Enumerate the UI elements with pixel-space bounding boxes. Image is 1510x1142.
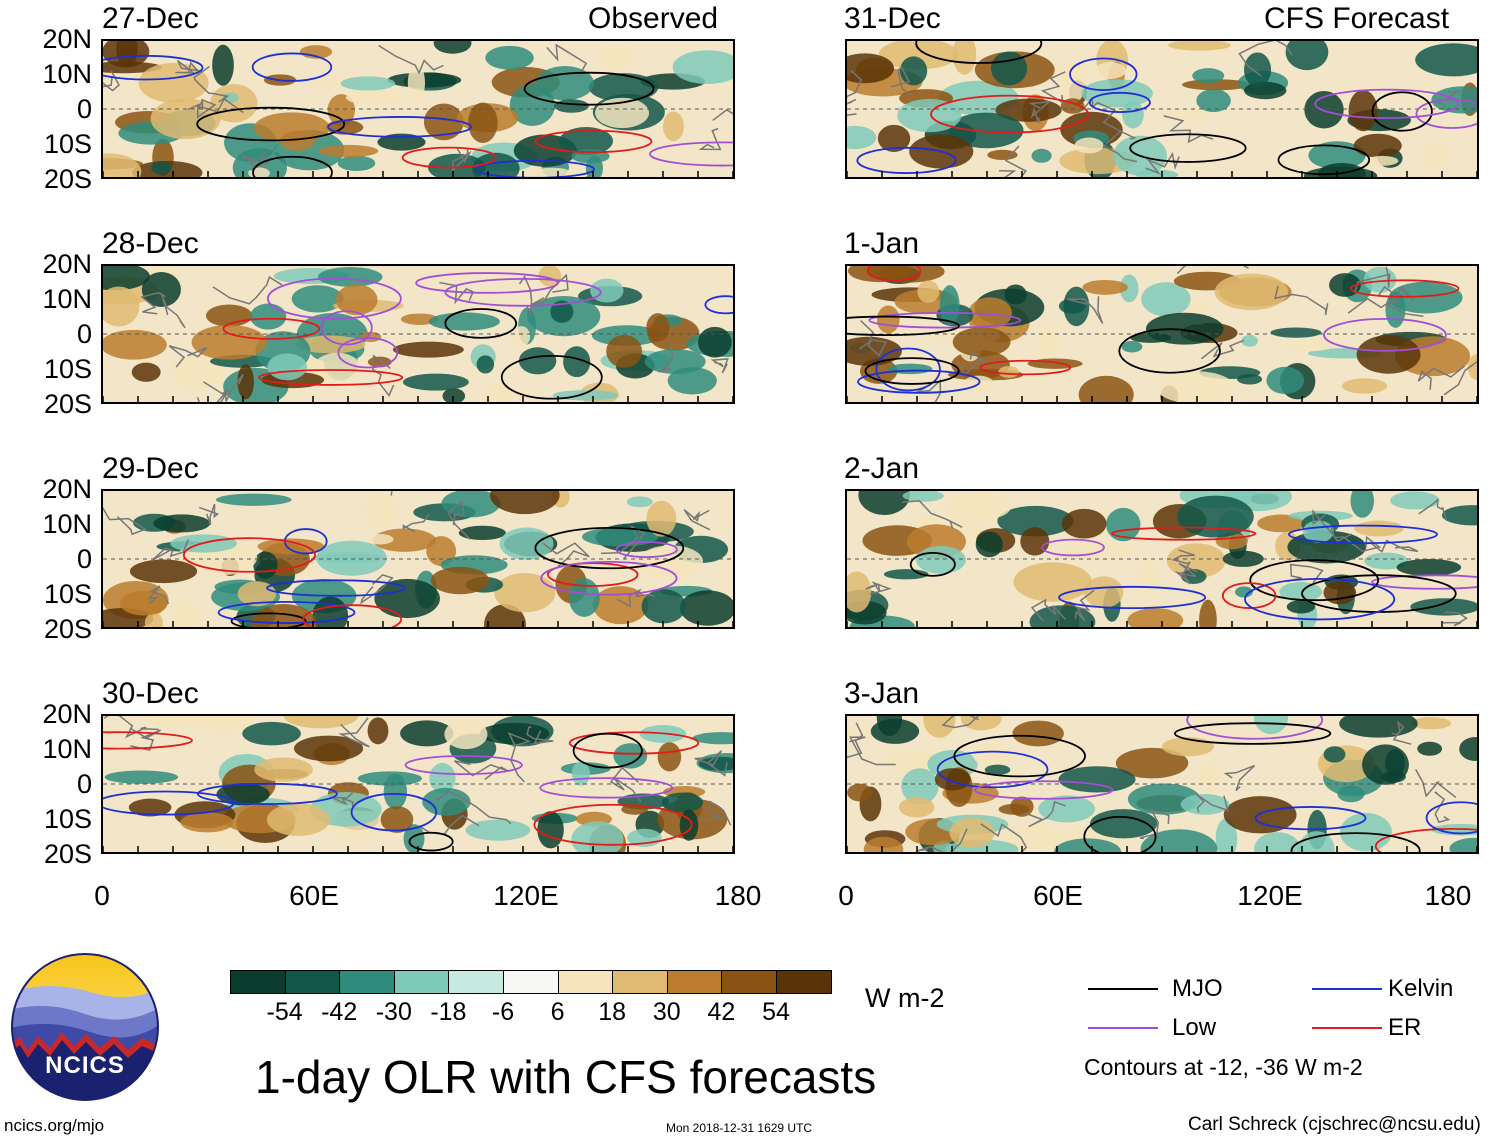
colorbar-swatch xyxy=(230,970,286,994)
lon-label: 60E xyxy=(1033,880,1083,911)
map-panel-obs-1 xyxy=(101,39,735,179)
lat-label: 20N xyxy=(42,699,92,729)
observed-label: Observed xyxy=(588,2,719,35)
legend-line-mjo xyxy=(1088,988,1158,990)
colorbar-swatch xyxy=(666,970,723,994)
lat-label: 0 xyxy=(76,769,92,799)
legend-label-mjo: MJO xyxy=(1172,975,1223,1002)
map-panel-fc-4 xyxy=(845,714,1479,854)
lat-label: 10S xyxy=(43,354,92,384)
panel-date-obs-1: 27-Dec xyxy=(102,2,199,35)
olr-map xyxy=(847,491,1477,627)
map-panel-obs-4 xyxy=(101,714,735,854)
colorbar-units: W m-2 xyxy=(865,983,945,1013)
lat-label: 10S xyxy=(43,804,92,834)
map-panel-obs-3 xyxy=(101,489,735,629)
colorbar-tick-label: -6 xyxy=(491,998,515,1026)
legend-label-kelvin: Kelvin xyxy=(1388,975,1454,1002)
colorbar-swatch xyxy=(339,970,395,994)
map-panel-obs-2 xyxy=(101,264,735,404)
lat-label: 10N xyxy=(42,59,92,89)
ncics-logo-graphic xyxy=(11,953,159,1101)
ncics-logo: NCICS xyxy=(10,952,160,1102)
olr-map xyxy=(847,716,1477,852)
legend-line-er xyxy=(1312,1027,1382,1029)
lat-label: 20S xyxy=(43,389,92,419)
colorbar-tick-label: 54 xyxy=(762,998,790,1026)
lon-label: 120E xyxy=(1237,880,1303,911)
lon-label: 120E xyxy=(493,880,559,911)
legend-line-low xyxy=(1088,1027,1158,1029)
colorbar-swatch xyxy=(393,970,450,994)
colorbar-swatch xyxy=(284,970,341,994)
lat-label: 10N xyxy=(42,734,92,764)
logo-text: NCICS xyxy=(45,1052,125,1079)
footer-author: Carl Schreck (cjschrec@ncsu.edu) xyxy=(1188,1114,1481,1135)
colorbar-swatch xyxy=(557,970,614,994)
map-panel-fc-1 xyxy=(845,39,1479,179)
panel-date-fc-4: 3-Jan xyxy=(844,677,920,710)
legend-label-low: Low xyxy=(1172,1014,1217,1041)
colorbar-swatch xyxy=(448,970,504,994)
panel-date-fc-3: 2-Jan xyxy=(844,452,920,485)
lat-label: 0 xyxy=(76,94,92,124)
lat-label: 0 xyxy=(76,319,92,349)
footer-timestamp: Mon 2018-12-31 1629 UTC xyxy=(666,1121,813,1135)
main-title: 1-day OLR with CFS forecasts xyxy=(255,1051,877,1103)
colorbar-swatch xyxy=(776,970,832,994)
legend-label-er: ER xyxy=(1388,1014,1422,1041)
lat-label: 20N xyxy=(42,249,92,279)
lon-label: 60E xyxy=(289,880,339,911)
colorbar-tick-label: -30 xyxy=(375,998,412,1026)
map-panel-fc-2 xyxy=(845,264,1479,404)
footer-url[interactable]: ncics.org/mjo xyxy=(4,1116,105,1135)
panel-date-fc-1: 31-Dec xyxy=(844,2,941,35)
lat-label: 10N xyxy=(42,509,92,539)
lon-label: 180 xyxy=(1424,880,1472,911)
lat-label: 0 xyxy=(76,544,92,574)
olr-map xyxy=(103,491,733,627)
colorbar-tick-label: 18 xyxy=(598,998,627,1026)
contour-note: Contours at -12, -36 W m-2 xyxy=(1084,1054,1363,1080)
colorbar-swatch xyxy=(503,970,559,994)
lat-label: 10N xyxy=(42,284,92,314)
colorbar-tick-label: 30 xyxy=(652,998,681,1026)
lon-label: 0 xyxy=(838,880,854,911)
cfs-forecast-label: CFS Forecast xyxy=(1264,2,1450,35)
colorbar-tick-label: -54 xyxy=(266,998,303,1026)
olr-map xyxy=(103,41,733,177)
colorbar-tick-label: -42 xyxy=(321,998,358,1026)
lat-label: 20S xyxy=(43,164,92,194)
lat-label: 20S xyxy=(43,614,92,644)
lat-label: 20S xyxy=(43,839,92,869)
colorbar-swatch xyxy=(612,970,668,994)
lat-label: 20N xyxy=(42,474,92,504)
lat-label: 10S xyxy=(43,129,92,159)
lon-label: 0 xyxy=(94,880,110,911)
lon-label: 180 xyxy=(714,880,762,911)
panel-date-obs-2: 28-Dec xyxy=(102,227,199,260)
legend-line-kelvin xyxy=(1312,988,1382,990)
colorbar-tick-label: -18 xyxy=(430,998,467,1026)
panel-date-obs-3: 29-Dec xyxy=(102,452,199,485)
olr-map xyxy=(103,716,733,852)
olr-map xyxy=(847,266,1477,402)
panel-date-obs-4: 30-Dec xyxy=(102,677,199,710)
colorbar-swatch xyxy=(721,970,777,994)
colorbar-tick-label: 6 xyxy=(550,998,565,1026)
map-panel-fc-3 xyxy=(845,489,1479,629)
lat-label: 20N xyxy=(42,24,92,54)
olr-map xyxy=(847,41,1477,177)
colorbar-tick-label: 42 xyxy=(707,998,736,1026)
olr-map xyxy=(103,266,733,402)
panel-date-fc-2: 1-Jan xyxy=(844,227,920,260)
lat-label: 10S xyxy=(43,579,92,609)
